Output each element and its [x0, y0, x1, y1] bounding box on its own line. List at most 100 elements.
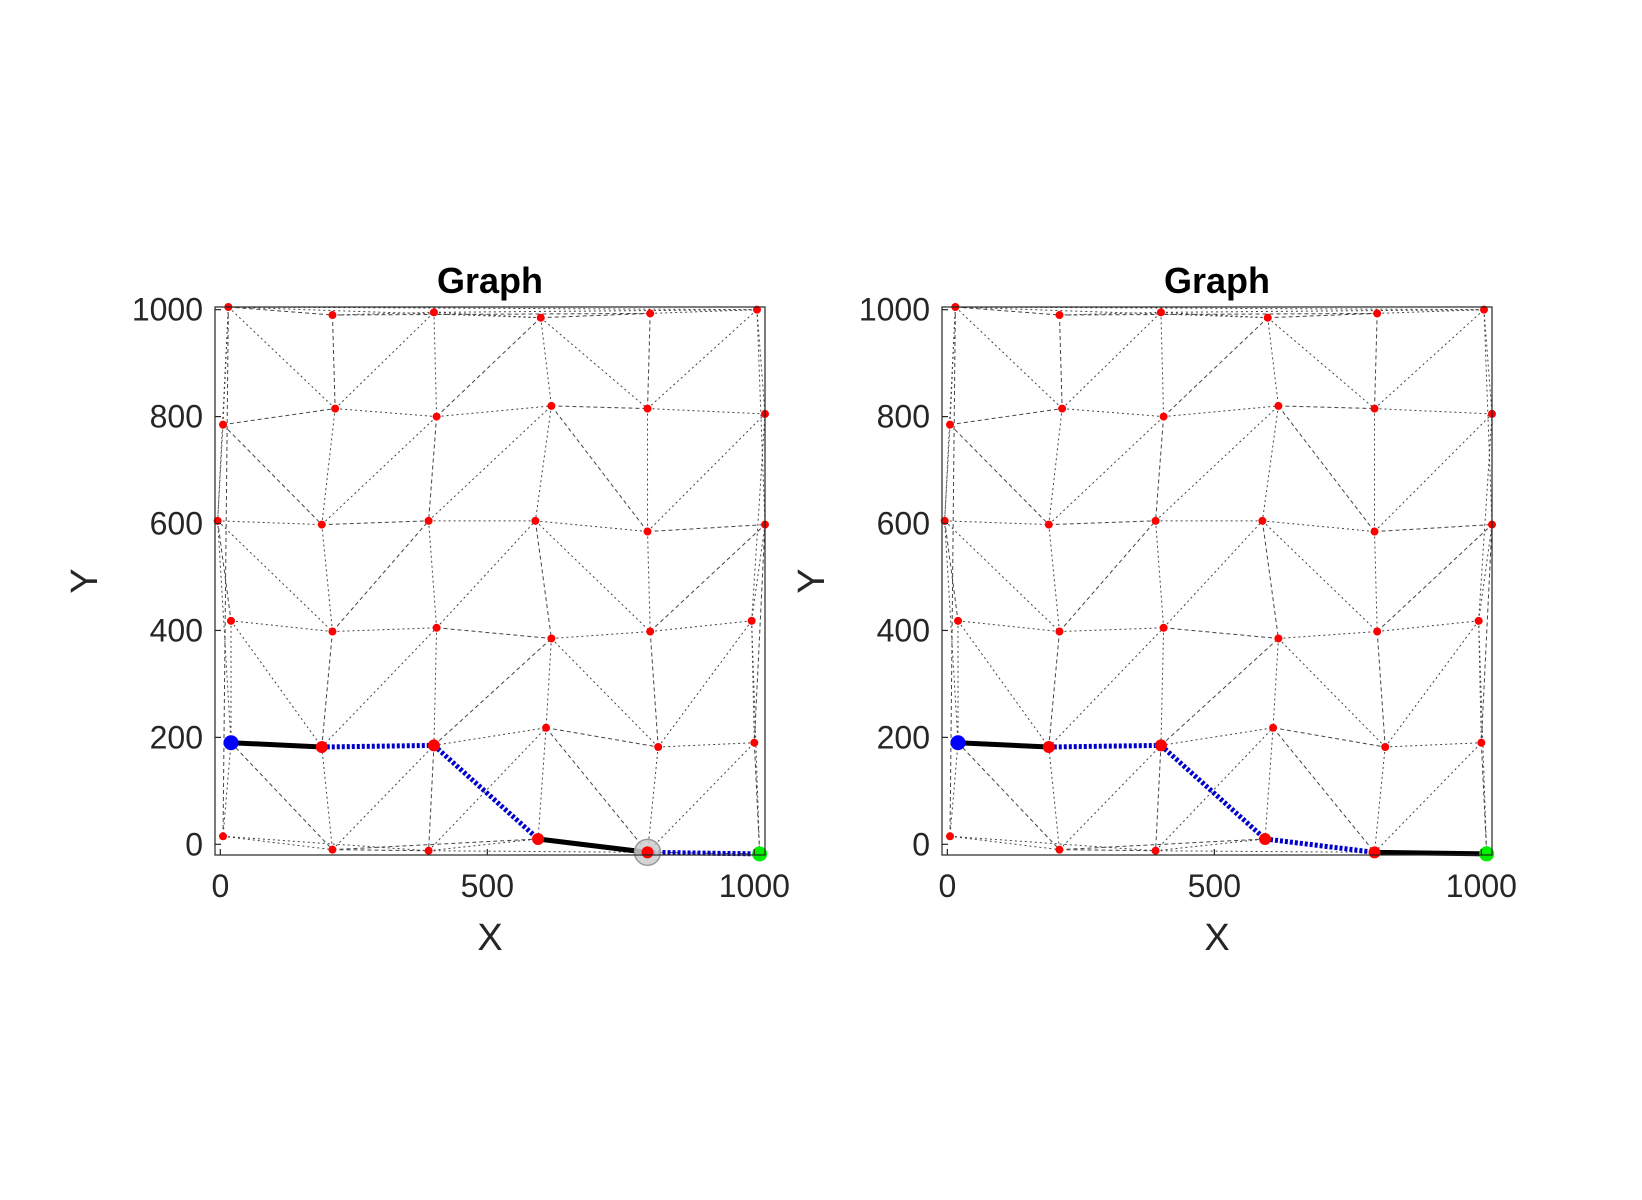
x-tick-label: 1000: [719, 868, 790, 904]
graph-node: [946, 420, 955, 429]
x-tick-label: 0: [211, 868, 229, 904]
graph-edge: [1163, 627, 1279, 639]
graph-edge: [657, 620, 753, 748]
graph-node: [331, 404, 340, 413]
graph-edge: [957, 620, 1050, 748]
graph-node: [1373, 309, 1382, 318]
graph-edge: [1048, 631, 1060, 748]
chart-title: Graph: [1164, 260, 1270, 301]
y-tick-label: 1000: [859, 292, 930, 328]
graph-node: [752, 305, 761, 314]
graph-node: [643, 404, 652, 413]
y-tick-label: 800: [877, 399, 930, 435]
x-axis-label: X: [477, 917, 502, 959]
graph-edge: [647, 531, 651, 632]
graph-node: [1269, 723, 1278, 732]
graph-edge: [217, 520, 333, 632]
graph-edge: [1374, 531, 1378, 632]
y-axis-label: Y: [791, 568, 833, 593]
y-tick-label: 0: [912, 826, 930, 862]
path-node: [1042, 741, 1055, 754]
graph-edge: [944, 520, 959, 621]
graph-edge: [1059, 627, 1164, 633]
graph-edge: [1384, 620, 1480, 748]
graph-node: [531, 516, 540, 525]
graph-edge: [1262, 520, 1378, 632]
graph-node: [1373, 627, 1382, 636]
graph-edge: [428, 850, 648, 853]
graph-edge: [658, 742, 755, 748]
graph-edge: [230, 620, 323, 748]
graph-edge: [217, 306, 229, 521]
y-tick-label: 200: [877, 719, 930, 755]
y-axis-label: Y: [64, 568, 106, 593]
axes-box: [941, 306, 1493, 856]
graph-edge: [1376, 524, 1493, 632]
graph-edge: [1155, 745, 1162, 851]
graph-edge: [647, 742, 755, 853]
graph-edge: [321, 631, 333, 748]
graph-panel-2: 0 500 1000 0 200 400 600 800 1000 Graph X Y: [791, 260, 1517, 959]
graph-edge: [222, 408, 336, 426]
graph-edge: [944, 520, 1049, 526]
graph-edge: [955, 306, 1484, 311]
graph-edge: [1278, 638, 1386, 748]
graph-edge: [753, 524, 766, 743]
graph-edge: [222, 306, 229, 837]
path-node: [1259, 832, 1272, 845]
graph-node: [940, 516, 949, 525]
graph-edge: [949, 306, 956, 837]
graph-edge: [540, 317, 648, 409]
graph-edge: [1160, 312, 1165, 417]
graph-node: [946, 832, 955, 841]
graph-edge: [222, 742, 232, 837]
graph-edge: [1059, 838, 1266, 851]
path-segment-dotted: [321, 742, 434, 750]
graph-edge: [1155, 838, 1266, 852]
graph-edge: [321, 746, 333, 850]
graph-edge: [1278, 405, 1375, 532]
path-node: [427, 739, 440, 752]
graph-node: [643, 527, 652, 536]
graph-node: [1381, 743, 1390, 752]
graph-node: [328, 311, 337, 320]
graph-node: [1159, 412, 1168, 421]
graph-edge: [1163, 520, 1263, 629]
start-node: [223, 735, 239, 751]
graph-edge: [332, 520, 429, 632]
start-node: [950, 735, 966, 751]
graph-edge: [650, 620, 752, 633]
y-tick-label: 1000: [132, 292, 203, 328]
graph-edge: [955, 306, 1268, 319]
graph-node: [328, 845, 337, 854]
graph-edge: [1048, 520, 1156, 526]
graph-edge: [1059, 520, 1156, 632]
graph-node: [536, 313, 545, 322]
y-tick-label: 400: [877, 612, 930, 648]
graph-edge: [1478, 620, 1488, 854]
graph-edge: [222, 424, 323, 525]
graph-edge: [433, 638, 552, 746]
path-segment-solid: [537, 836, 648, 855]
path-segment-solid: [957, 740, 1049, 750]
path-segment-solid: [1374, 849, 1487, 857]
graph-edge: [1278, 631, 1378, 639]
graph-panel-1: 0 500 1000 0 200 400 600 800 1000 Graph X Y: [64, 260, 790, 959]
graph-edge: [436, 627, 552, 639]
graph-edge: [551, 631, 651, 639]
graph-node: [227, 616, 236, 625]
graph-edge: [217, 520, 322, 526]
graph-edge: [649, 631, 659, 748]
graph-node: [1151, 846, 1160, 855]
x-axis-label: X: [1204, 917, 1229, 959]
graph-edge: [1155, 850, 1375, 853]
graph-node: [1274, 634, 1283, 643]
graph-node: [1159, 623, 1168, 632]
graph-edge: [1059, 849, 1156, 852]
graph-edge: [1272, 727, 1386, 748]
graph-node: [1055, 845, 1064, 854]
graph-edge: [332, 838, 539, 851]
graph-edges: [217, 306, 766, 855]
graph-edge: [1376, 631, 1386, 748]
graph-node: [219, 832, 228, 841]
